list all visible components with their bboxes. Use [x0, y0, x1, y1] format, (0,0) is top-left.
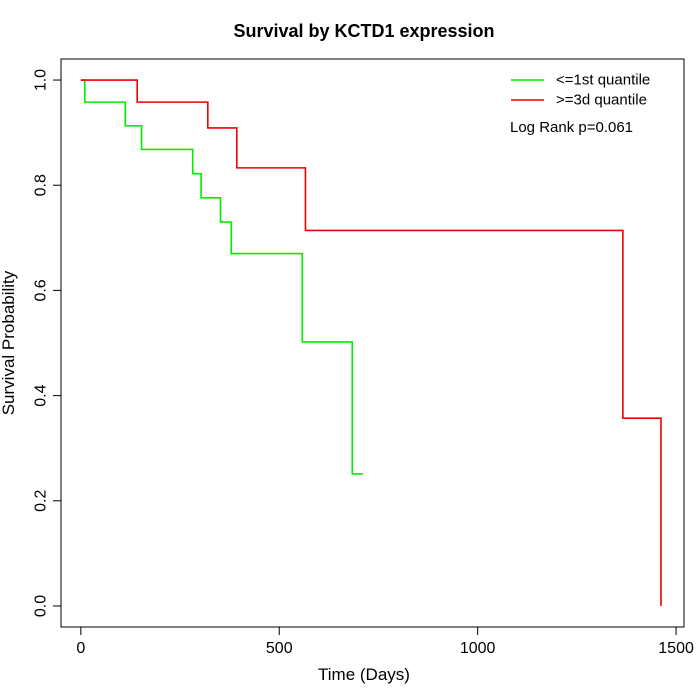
y-tick-label: 0.4: [33, 384, 50, 406]
x-tick-label: 500: [266, 640, 293, 657]
x-axis: 0 500 1000 1500: [76, 626, 694, 657]
chart-title: Survival by KCTD1 expression: [233, 21, 494, 41]
y-tick-label: 0.0: [33, 595, 50, 617]
y-tick-label: 0.6: [33, 279, 50, 301]
series-layer: [80, 79, 662, 606]
legend-label-0: <=1st quantile: [556, 72, 650, 89]
x-tick-label: 0: [76, 640, 85, 657]
legend-label-1: >=3d quantile: [556, 92, 647, 109]
y-tick-label: 0.2: [33, 490, 50, 512]
legend: <=1st quantile >=3d quantile: [511, 72, 650, 109]
y-tick-label: 1.0: [33, 69, 50, 91]
x-tick-label: 1000: [460, 640, 496, 657]
log-rank-annotation: Log Rank p=0.061: [510, 119, 633, 136]
y-axis: 0.0 0.2 0.4 0.6 0.8 1.0: [33, 69, 62, 617]
series-line-1: [80, 79, 662, 606]
series-line-0: [80, 79, 363, 475]
y-tick-label: 0.8: [33, 174, 50, 196]
y-axis-label: Survival Probability: [0, 270, 18, 415]
x-axis-label: Time (Days): [318, 665, 410, 684]
x-tick-label: 1500: [658, 640, 694, 657]
plot-frame: [60, 58, 685, 628]
